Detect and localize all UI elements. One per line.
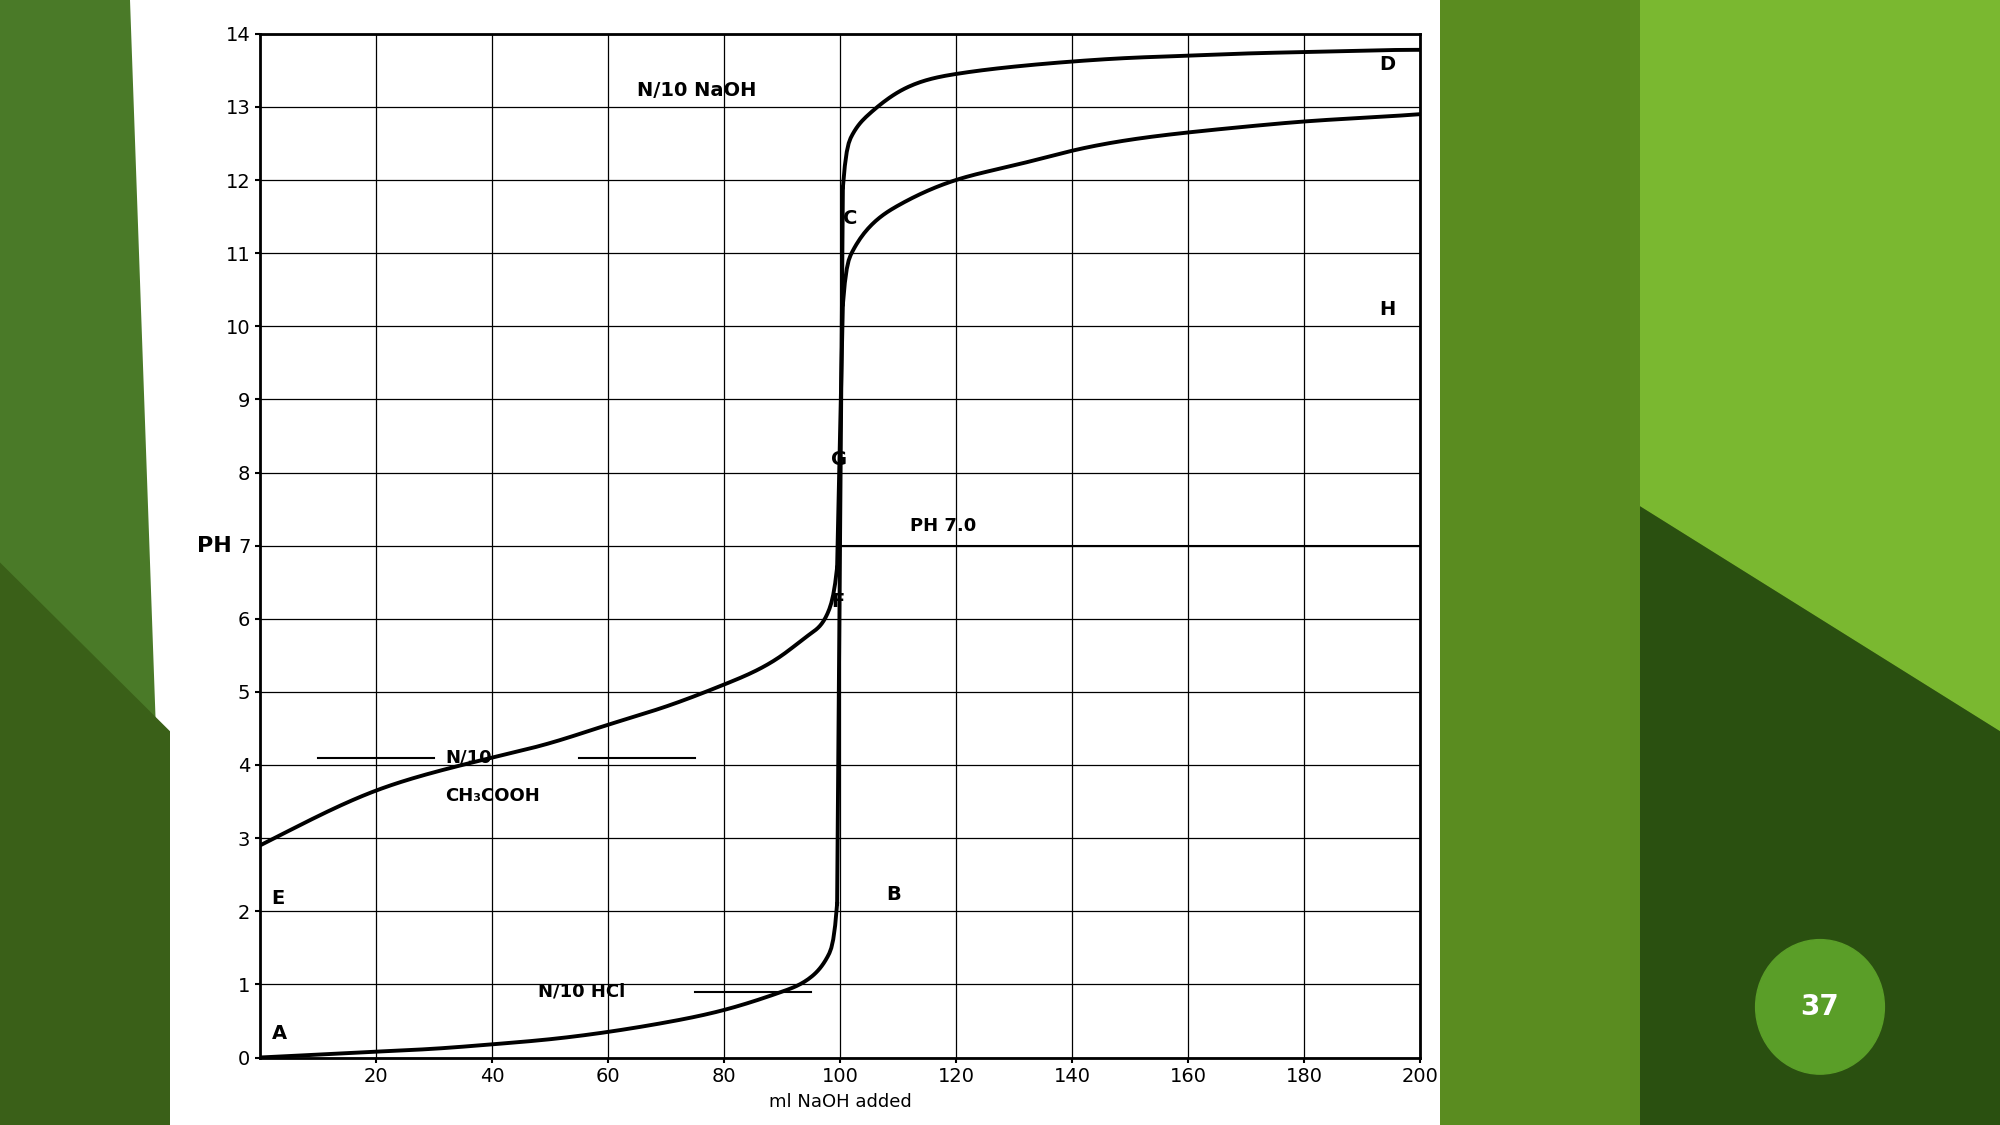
Text: PH 7.0: PH 7.0 — [910, 516, 976, 534]
X-axis label: ml NaOH added: ml NaOH added — [768, 1094, 912, 1112]
Text: N/10 NaOH: N/10 NaOH — [636, 81, 756, 99]
Text: G: G — [832, 450, 848, 469]
Text: CH₃COOH: CH₃COOH — [446, 788, 540, 806]
Text: C: C — [842, 208, 858, 227]
Text: B: B — [886, 885, 902, 904]
Text: N/10: N/10 — [446, 749, 492, 767]
Text: D: D — [1380, 55, 1396, 74]
Text: F: F — [832, 593, 844, 612]
Text: E: E — [272, 889, 284, 908]
Circle shape — [1756, 939, 1884, 1074]
Polygon shape — [0, 0, 170, 1125]
Y-axis label: PH: PH — [198, 536, 232, 556]
Text: 37: 37 — [1800, 993, 1840, 1020]
Text: A: A — [272, 1024, 286, 1043]
Polygon shape — [1640, 0, 2000, 731]
Bar — [1440, 0, 2000, 1125]
Text: N/10 HCl: N/10 HCl — [538, 983, 626, 1001]
Text: H: H — [1380, 300, 1396, 319]
Polygon shape — [1640, 506, 2000, 1125]
Polygon shape — [0, 562, 170, 1125]
